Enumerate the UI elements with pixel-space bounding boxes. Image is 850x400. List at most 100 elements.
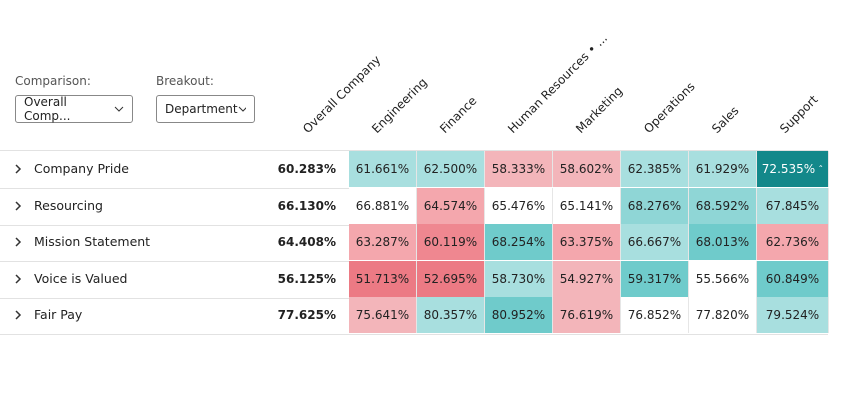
overall-value: 66.130% bbox=[277, 198, 336, 213]
heat-cell: 62.385% bbox=[621, 151, 689, 187]
heat-cell: 51.713% bbox=[349, 260, 417, 297]
row-label: Company Pride bbox=[34, 161, 129, 176]
filter-label: Breakout: bbox=[156, 74, 214, 88]
cell-value: 54.927% bbox=[559, 271, 614, 286]
row-label: Fair Pay bbox=[34, 307, 83, 323]
cell-value: 76.619% bbox=[559, 308, 614, 323]
heat-cell: 61.661% bbox=[349, 151, 417, 187]
filter-label: Comparison: bbox=[15, 74, 91, 88]
cell-value: 72.535% bbox=[761, 162, 816, 176]
cell-value: 75.641% bbox=[355, 308, 410, 323]
cell-value: 62.500% bbox=[423, 162, 478, 176]
table-top-border bbox=[0, 150, 828, 151]
dropdown-value: Department bbox=[165, 102, 238, 116]
heat-cell: 58.730% bbox=[485, 260, 553, 297]
cell-value: 58.602% bbox=[559, 162, 614, 176]
heat-cell: 66.667% bbox=[621, 224, 689, 261]
row-label: Resourcing bbox=[34, 197, 103, 213]
cell-value: 68.254% bbox=[491, 235, 546, 250]
cell-value: 62.736% bbox=[765, 235, 820, 250]
heat-cell: 68.013% bbox=[689, 224, 757, 261]
heat-cell: 60.849% bbox=[757, 260, 829, 297]
heat-cell: 64.574% bbox=[417, 187, 485, 224]
sort-icon[interactable]: ˆ bbox=[818, 165, 824, 176]
heat-cell: 68.592% bbox=[689, 187, 757, 224]
expand-icon[interactable] bbox=[14, 200, 22, 212]
cell-value: 68.276% bbox=[627, 198, 682, 213]
cell-value: 66.881% bbox=[355, 198, 410, 213]
cell-value: 65.476% bbox=[491, 198, 546, 213]
expand-icon[interactable] bbox=[14, 236, 22, 248]
heat-cell: 62.736% bbox=[757, 224, 829, 261]
cell-value: 63.375% bbox=[559, 235, 614, 250]
cell-value: 58.730% bbox=[491, 271, 546, 286]
table-row[interactable]: Mission Statement 64.408% 63.287% 60.119% 68… bbox=[0, 224, 829, 263]
chevron bbox=[114, 106, 124, 112]
expand-icon[interactable] bbox=[14, 309, 22, 321]
column-header[interactable]: Support bbox=[777, 92, 821, 136]
cell-value: 60.119% bbox=[423, 235, 478, 250]
column-header[interactable]: Marketing bbox=[573, 83, 626, 136]
heat-cell: 58.333% bbox=[485, 151, 553, 187]
cell-value: 61.661% bbox=[355, 162, 410, 176]
overall-value: 56.125% bbox=[277, 271, 336, 286]
heat-cell: 68.276% bbox=[621, 187, 689, 224]
dropdown[interactable]: Department bbox=[156, 95, 255, 123]
heat-cell: 58.602% bbox=[553, 151, 621, 187]
cell-value: 80.952% bbox=[491, 308, 546, 323]
heat-cell: 63.375% bbox=[553, 224, 621, 261]
cell-value: 67.845% bbox=[765, 198, 820, 213]
heat-cell: 59.317% bbox=[621, 260, 689, 297]
column-header[interactable]: Operations bbox=[641, 79, 698, 136]
dropdown-value: Overall Comp... bbox=[24, 95, 71, 123]
cell-value: 55.566% bbox=[695, 271, 750, 286]
heat-cell: 54.927% bbox=[553, 260, 621, 297]
heat-cell: 61.929% bbox=[689, 151, 757, 187]
heat-cell: 68.254% bbox=[485, 224, 553, 261]
column-header[interactable]: Finance bbox=[437, 93, 480, 136]
cell-value: 60.849% bbox=[765, 271, 820, 286]
cell-value: 68.013% bbox=[695, 235, 750, 250]
heat-cell: 55.566% bbox=[689, 260, 757, 297]
dropdown[interactable]: Overall Comp... bbox=[15, 95, 133, 123]
cell-value: 68.592% bbox=[695, 198, 750, 213]
chevron bbox=[238, 106, 246, 112]
cell-value: 63.287% bbox=[355, 235, 410, 250]
column-header[interactable]: Sales bbox=[709, 103, 742, 136]
table-row[interactable]: Resourcing 66.130% 66.881% 64.574% 65.476% 65… bbox=[0, 187, 829, 226]
cell-value: 80.357% bbox=[423, 308, 478, 323]
heat-cell: 80.357% bbox=[417, 297, 485, 334]
heat-cell: 77.820% bbox=[689, 297, 757, 334]
overall-value: 64.408% bbox=[277, 235, 336, 250]
cell-value: 66.667% bbox=[627, 235, 682, 250]
heat-cell: 79.524% bbox=[757, 297, 829, 334]
overall-value: 77.625% bbox=[277, 308, 336, 323]
table-row[interactable]: Fair Pay 77.625% 75.641% 80.357% 80.952% 76.6… bbox=[0, 297, 829, 336]
table-row[interactable]: Company Pride 60.283% 61.661% 62.500% 58.333… bbox=[0, 151, 829, 189]
cell-value: 65.141% bbox=[559, 198, 614, 213]
table-row[interactable]: Voice is Valued 56.125% 51.713% 52.695% 58.7… bbox=[0, 260, 829, 299]
cell-value: 59.317% bbox=[627, 271, 682, 286]
heat-cell: 60.119% bbox=[417, 224, 485, 261]
cell-value: 58.333% bbox=[491, 162, 546, 176]
heat-cell: 75.641% bbox=[349, 297, 417, 334]
heat-cell: 66.881% bbox=[349, 187, 417, 224]
cell-value: 64.574% bbox=[423, 198, 478, 213]
cell-value: 51.713% bbox=[355, 271, 410, 286]
heat-cell: 67.845% bbox=[757, 187, 829, 224]
cell-value: 62.385% bbox=[627, 162, 682, 176]
heat-cell: 76.852% bbox=[621, 297, 689, 334]
expand-icon[interactable] bbox=[14, 273, 22, 285]
heat-cell: 65.141% bbox=[553, 187, 621, 224]
row-label: Mission Statement bbox=[34, 234, 151, 250]
heat-cell: 80.952% bbox=[485, 297, 553, 334]
cell-value: 52.695% bbox=[423, 271, 478, 286]
overall-value: 60.283% bbox=[277, 162, 336, 176]
column-header[interactable]: Engineering bbox=[369, 75, 430, 136]
heat-cell: 76.619% bbox=[553, 297, 621, 334]
expand-icon[interactable] bbox=[14, 163, 22, 175]
heat-cell: 63.287% bbox=[349, 224, 417, 261]
heat-cell: 72.535% ˆ bbox=[757, 151, 829, 187]
